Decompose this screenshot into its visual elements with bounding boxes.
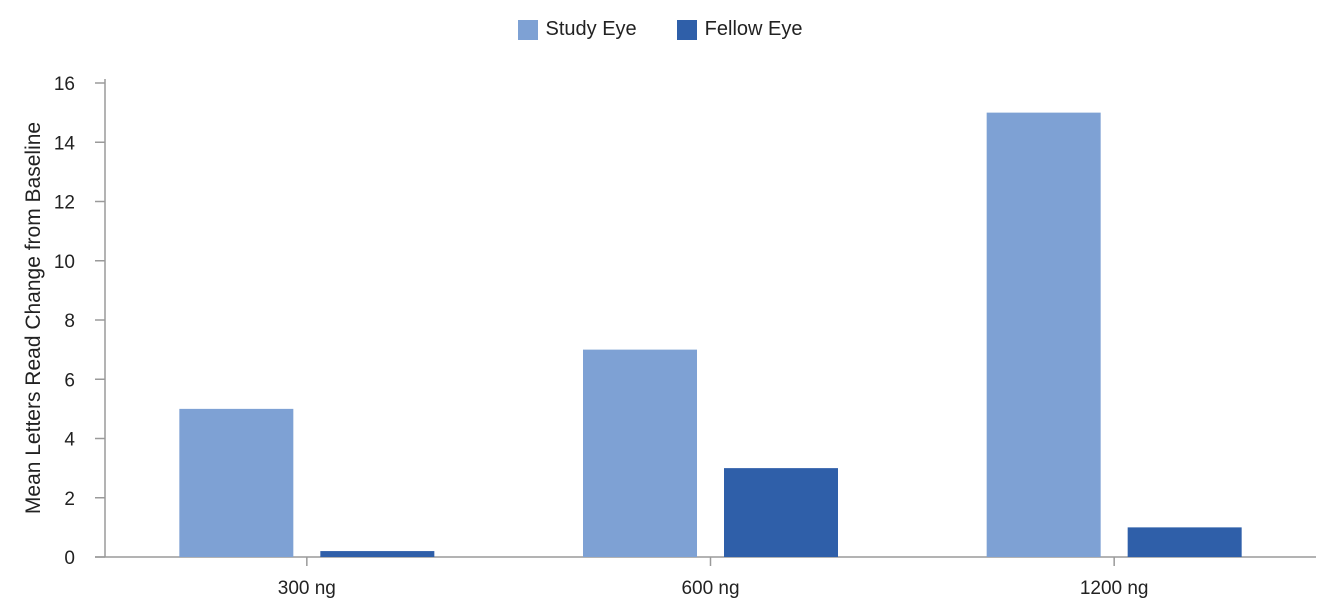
- x-tick-label: 1200 ng: [1080, 578, 1149, 599]
- y-tick-label: 8: [64, 311, 75, 332]
- legend-swatch-fellow-eye: [676, 19, 697, 40]
- bar-study-eye-1200-ng: [986, 112, 1101, 557]
- bar-study-eye-600-ng: [583, 349, 697, 557]
- bar-fellow-eye-300-ng: [320, 551, 435, 557]
- legend-swatch-study-eye: [517, 19, 538, 40]
- x-tick-label: 600 ng: [681, 578, 739, 599]
- legend-item-fellow-eye[interactable]: Fellow Eye: [676, 18, 803, 41]
- chart-legend: Study Eye Fellow Eye: [0, 18, 1320, 41]
- y-tick-label: 10: [54, 252, 75, 273]
- legend-label-fellow-eye: Fellow Eye: [704, 18, 803, 40]
- y-tick-label: 4: [64, 430, 75, 451]
- bar-fellow-eye-1200-ng: [1127, 527, 1242, 557]
- y-tick-label: 0: [64, 548, 75, 569]
- legend-label-study-eye: Study Eye: [545, 18, 637, 40]
- y-tick-label: 2: [64, 489, 75, 510]
- y-tick-label: 12: [54, 193, 75, 214]
- legend-item-study-eye[interactable]: Study Eye: [517, 18, 637, 41]
- bar-fellow-eye-600-ng: [724, 468, 838, 557]
- y-tick-label: 6: [64, 370, 75, 391]
- x-tick-label: 300 ng: [278, 578, 336, 599]
- y-tick-label: 16: [54, 74, 75, 95]
- y-axis-title: Mean Letters Read Change from Baseline: [22, 122, 45, 514]
- bar-study-eye-300-ng: [179, 408, 294, 557]
- y-tick-label: 14: [54, 133, 76, 154]
